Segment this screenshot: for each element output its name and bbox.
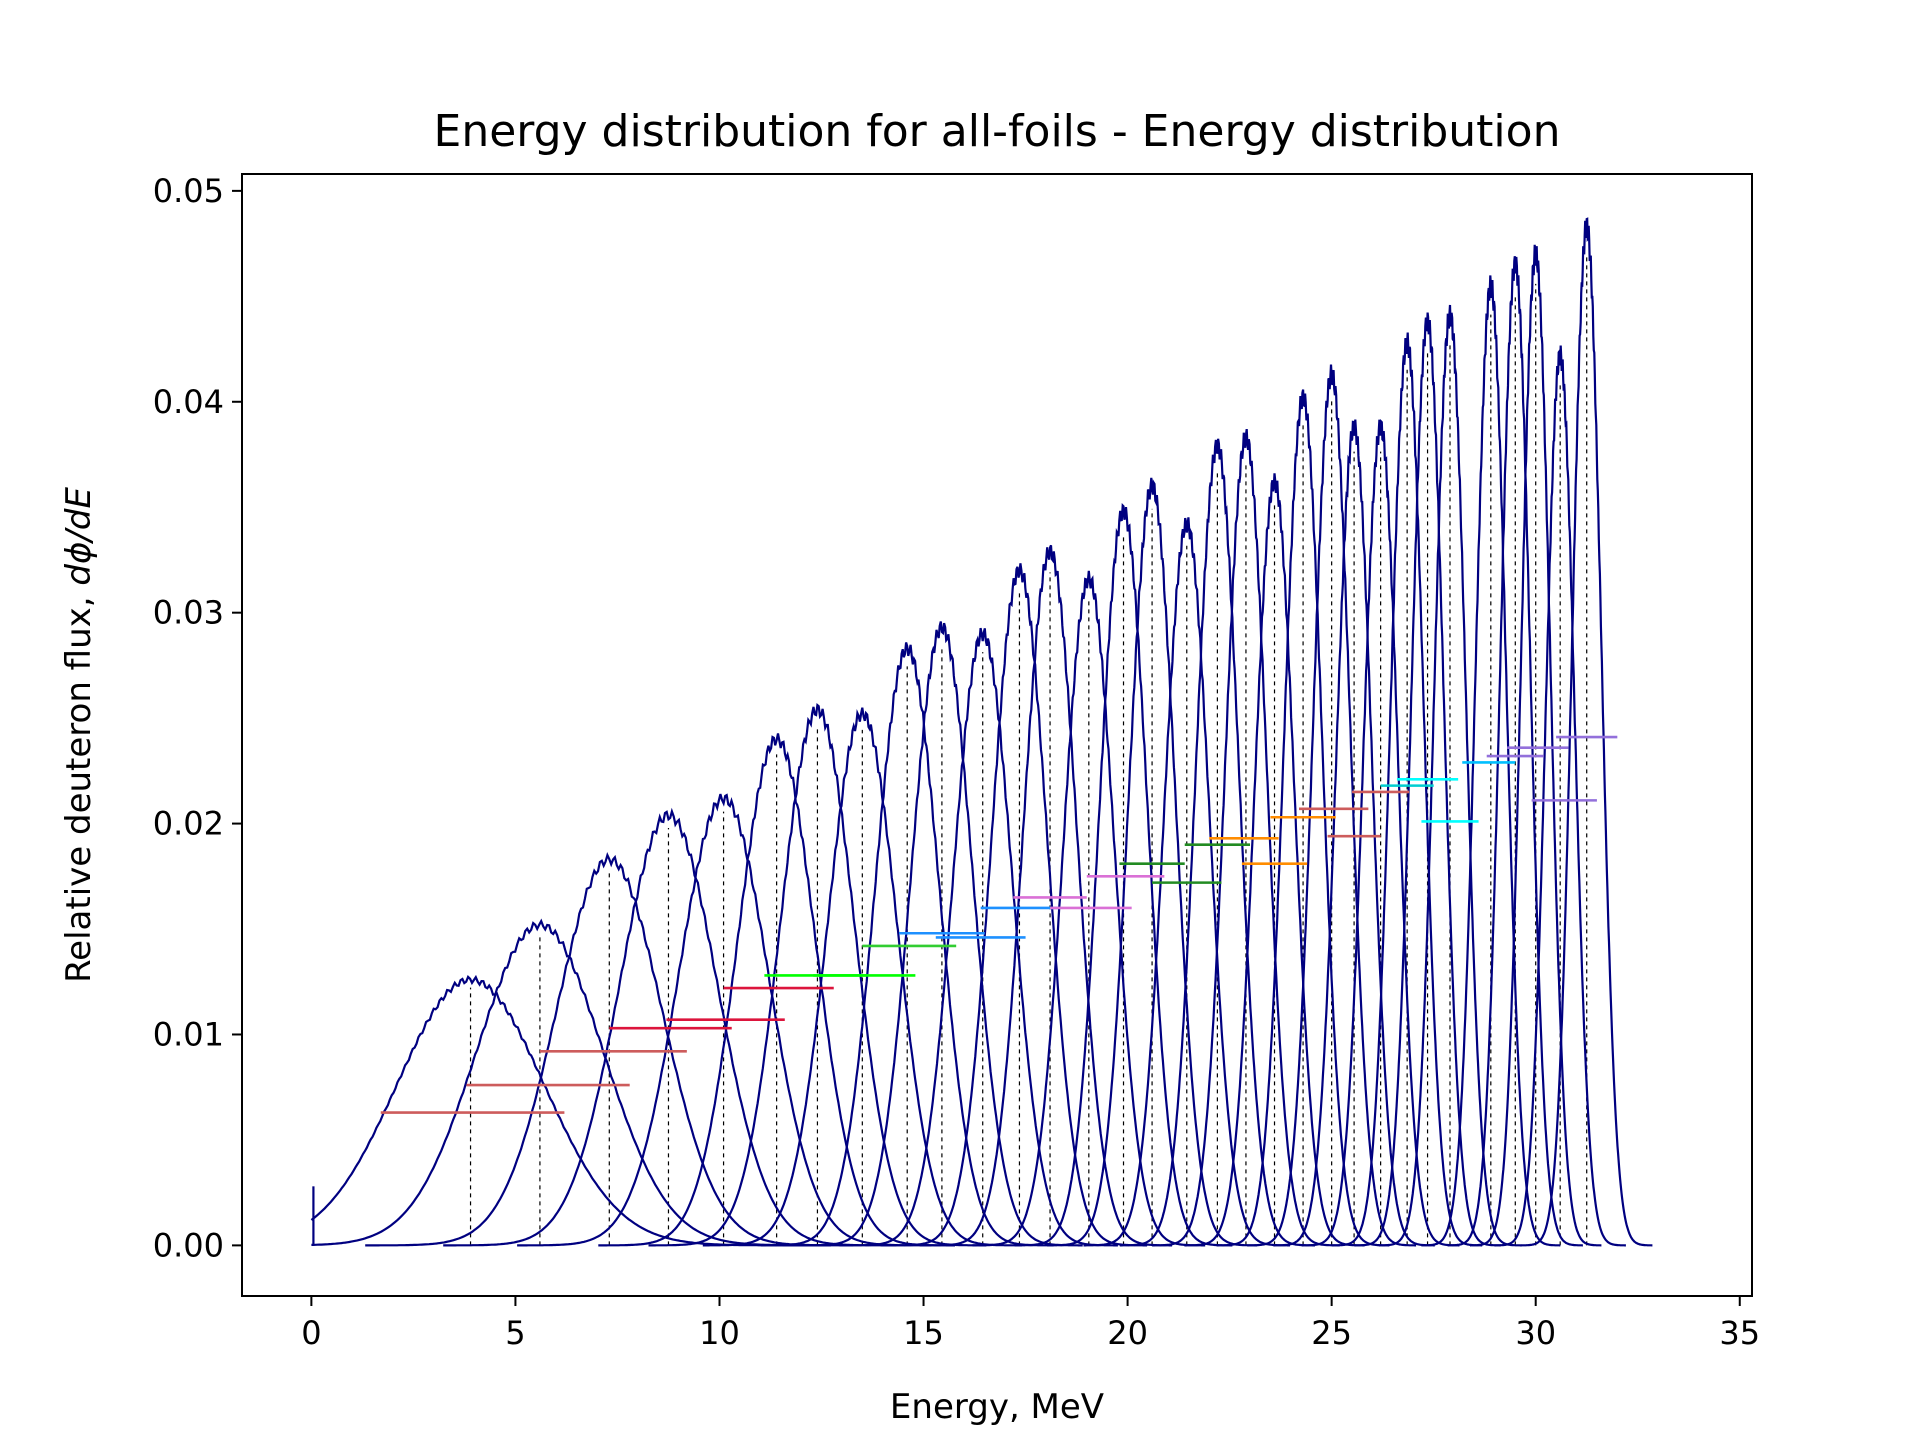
flux-curve	[1152, 428, 1340, 1247]
x-tick-label: 0	[301, 1314, 321, 1352]
y-tick-label: 0.04	[153, 383, 224, 421]
x-tick-label: 20	[1107, 1314, 1148, 1352]
y-axis-label-math: dϕ/dE	[59, 487, 99, 586]
flux-curve	[1119, 438, 1315, 1247]
flux-curve	[1354, 312, 1501, 1247]
x-tick-label: 15	[903, 1314, 944, 1352]
flux-curve	[1332, 332, 1483, 1247]
flux-curve	[443, 807, 894, 1247]
plot-area	[310, 217, 1653, 1247]
flux-curve	[1216, 389, 1390, 1247]
x-tick-label: 25	[1311, 1314, 1352, 1352]
flux-curve	[847, 627, 1118, 1247]
flux-curves	[310, 217, 1653, 1247]
flux-curve	[1184, 473, 1365, 1247]
flux-curve	[1014, 502, 1233, 1247]
flux-curve	[365, 851, 854, 1247]
x-tick-label: 5	[505, 1314, 525, 1352]
flux-curve	[1083, 517, 1290, 1247]
flux-curve	[517, 793, 931, 1247]
flux-curve	[928, 544, 1173, 1247]
flux-curve	[1273, 419, 1435, 1247]
flux-curve	[801, 621, 1083, 1247]
flux-curve	[1521, 217, 1653, 1247]
x-axis: 0 5 10 15 20 25 30 35	[301, 1296, 1760, 1352]
flux-curve	[760, 642, 1054, 1247]
x-tick-label: 35	[1719, 1314, 1760, 1352]
flux-curve	[1378, 304, 1522, 1247]
plot-frame	[241, 173, 1753, 1297]
flux-curve	[1301, 419, 1460, 1247]
flux-curve	[598, 733, 955, 1247]
flux-curve	[1247, 364, 1417, 1247]
x-tick-label: 10	[699, 1314, 740, 1352]
y-axis: 0.00 0.01 0.02 0.03 0.04 0.05	[153, 172, 242, 1264]
x-axis-label: Energy, MeV	[890, 1387, 1104, 1427]
y-tick-label: 0.02	[153, 805, 224, 843]
y-tick-label: 0.05	[153, 172, 224, 210]
flux-curve	[1494, 345, 1626, 1247]
flux-curve	[1421, 275, 1561, 1247]
flux-curve	[1047, 477, 1258, 1247]
flux-curve	[972, 570, 1206, 1247]
y-axis-label: Relative deuteron flux, dϕ/dE	[59, 487, 99, 983]
flux-curve	[891, 563, 1148, 1247]
chart-title: Energy distribution for all-foils - Ener…	[434, 106, 1561, 157]
flux-curve	[1447, 256, 1583, 1247]
y-tick-label: 0.00	[153, 1226, 224, 1264]
x-tick-label: 30	[1515, 1314, 1556, 1352]
y-tick-label: 0.01	[153, 1015, 224, 1053]
y-tick-label: 0.03	[153, 594, 224, 632]
y-axis-label-text: Relative deuteron flux,	[59, 586, 99, 983]
flux-curve	[702, 707, 1022, 1247]
energy-bands	[380, 735, 1618, 1114]
flux-curve	[1470, 244, 1602, 1247]
